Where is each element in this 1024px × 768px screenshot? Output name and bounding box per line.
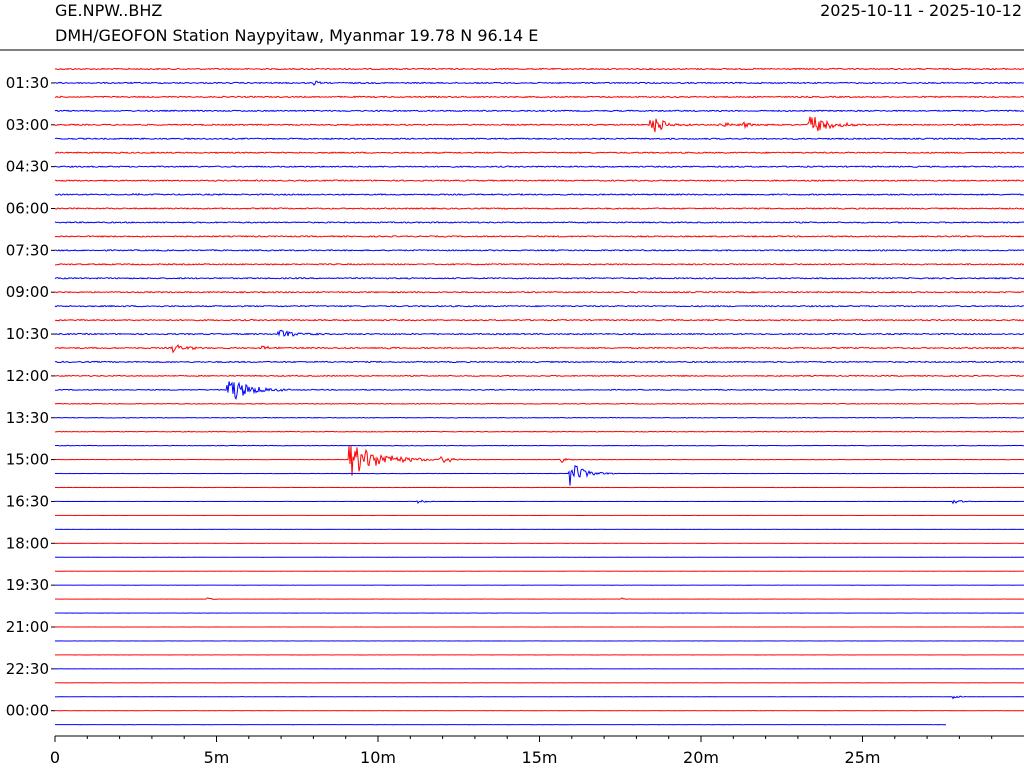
- trace-rows: [54, 67, 1024, 726]
- trace-row-0: [54, 67, 1024, 71]
- station-code: GE.NPW..BHZ: [55, 1, 162, 20]
- y-tick-label: 16:30: [6, 492, 49, 510]
- trace-row-31: [54, 499, 1024, 505]
- trace-row-25: [54, 416, 1024, 419]
- x-tick-label: 20m: [683, 748, 719, 767]
- trace-row-8: [54, 179, 1024, 182]
- y-tick-label: 15:00: [6, 451, 49, 469]
- trace-row-22: [54, 374, 1024, 378]
- trace-row-1: [54, 80, 1024, 86]
- y-tick-label: 19:30: [6, 576, 49, 594]
- trace-row-15: [54, 276, 1024, 280]
- x-tick-label: 25m: [845, 748, 881, 767]
- trace-row-3: [54, 109, 1024, 113]
- trace-row-18: [54, 318, 1024, 322]
- trace-row-45: [54, 695, 1024, 700]
- trace-row-23: [54, 381, 1024, 400]
- trace-row-19: [54, 329, 1024, 337]
- trace-row-6: [54, 151, 1024, 155]
- y-tick-label: 13:30: [6, 409, 49, 427]
- x-axis-ticks: 0 5m 10m 15m 20m 25m: [50, 736, 993, 767]
- trace-row-20: [54, 343, 1024, 354]
- y-tick-label: 12:00: [6, 367, 49, 385]
- x-tick-label: 15m: [522, 748, 558, 767]
- trace-row-4: [54, 116, 1024, 133]
- y-axis-labels: 01:30 03:00 04:30 06:00 07:30 09:00 10:30 12:00…: [6, 74, 55, 720]
- x-tick-label: 0: [50, 748, 60, 767]
- trace-row-14: [54, 263, 1024, 266]
- trace-row-12: [54, 235, 1024, 238]
- y-tick-label: 01:30: [6, 74, 49, 92]
- y-tick-label: 00:00: [6, 702, 49, 720]
- trace-row-7: [54, 165, 1024, 168]
- trace-row-11: [54, 221, 1024, 224]
- trace-row-16: [54, 290, 1024, 294]
- trace-row-13: [54, 249, 1024, 252]
- trace-row-27: [54, 444, 1024, 447]
- x-tick-label: 10m: [360, 748, 396, 767]
- trace-row-24: [54, 402, 1024, 405]
- trace-row-26: [54, 430, 1024, 433]
- station-description: DMH/GEOFON Station Naypyitaw, Myanmar 19…: [55, 26, 538, 45]
- y-tick-label: 07:30: [6, 241, 49, 259]
- y-tick-label: 04:30: [6, 158, 49, 176]
- trace-row-2: [54, 95, 1024, 99]
- y-tick-label: 03:00: [6, 116, 49, 134]
- y-tick-label: 21:00: [6, 618, 49, 636]
- x-tick-label: 5m: [204, 748, 230, 767]
- y-tick-label: 10:30: [6, 325, 49, 343]
- trace-row-9: [54, 192, 1024, 196]
- trace-row-29: [54, 464, 1024, 486]
- trace-row-21: [54, 360, 1024, 364]
- date-range: 2025-10-11 - 2025-10-12: [820, 1, 1022, 20]
- y-tick-label: 06:00: [6, 200, 49, 218]
- trace-row-17: [54, 304, 1024, 308]
- y-tick-label: 22:30: [6, 660, 49, 678]
- trace-row-10: [54, 207, 1024, 210]
- y-tick-label: 18:00: [6, 534, 49, 552]
- trace-row-5: [54, 137, 1024, 141]
- y-tick-label: 09:00: [6, 283, 49, 301]
- trace-row-28: [54, 445, 1024, 476]
- trace-row-38: [54, 597, 1024, 601]
